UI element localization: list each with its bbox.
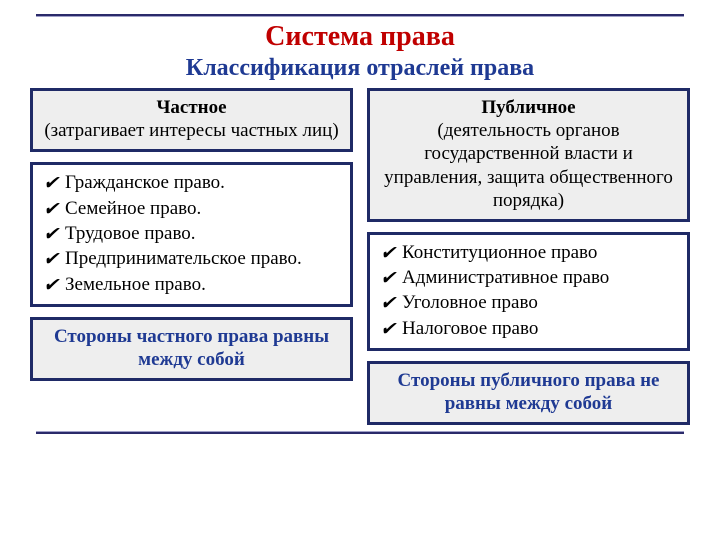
left-header-bold: Частное <box>156 97 226 118</box>
slide: Система права Классификация отраслей пра… <box>0 0 720 540</box>
page-subtitle: Классификация отраслей права <box>30 55 690 82</box>
list-item: ✔ Семейное право. <box>43 197 342 222</box>
left-footer-box: Стороны частного права равны между собой <box>30 317 353 381</box>
list-item: ✔ Предпринимательское право. <box>43 247 342 272</box>
check-icon: ✔ <box>43 171 65 196</box>
list-item: ✔Конституционное право <box>380 241 679 266</box>
list-item: ✔ Трудовое право. <box>43 222 342 247</box>
right-footer-box: Стороны публичного права не равны между … <box>367 361 690 425</box>
check-icon: ✔ <box>380 241 402 266</box>
page-title: Система права <box>30 21 690 53</box>
check-icon: ✔ <box>380 317 402 342</box>
list-item-text: Уголовное право <box>402 291 679 315</box>
check-icon: ✔ <box>43 273 65 298</box>
check-icon: ✔ <box>380 291 402 316</box>
list-item-text: Земельное право. <box>65 273 342 297</box>
list-item-text: Административное право <box>402 266 679 290</box>
list-item: ✔Уголовное право <box>380 291 679 316</box>
list-item-text: Трудовое право. <box>65 222 342 246</box>
right-header-rest: (деятельность органов государственной вл… <box>384 120 673 211</box>
list-item-text: Семейное право. <box>65 197 342 221</box>
check-icon: ✔ <box>43 197 65 222</box>
rule-bottom <box>36 431 684 434</box>
list-item-text: Налоговое право <box>402 317 679 341</box>
check-icon: ✔ <box>380 266 402 291</box>
right-header-bold: Публичное <box>481 97 575 118</box>
left-header-box: Частное (затрагивает интересы частных ли… <box>30 88 353 152</box>
column-left: Частное (затрагивает интересы частных ли… <box>30 88 353 425</box>
list-item-text: Гражданское право. <box>65 171 342 195</box>
list-item-text: Предпринимательское право. <box>65 247 342 271</box>
left-list-box: ✔ Гражданское право.✔ Семейное право.✔ Т… <box>30 162 353 307</box>
right-header-box: Публичное (деятельность органов государс… <box>367 88 690 222</box>
columns: Частное (затрагивает интересы частных ли… <box>30 88 690 425</box>
list-item: ✔ Гражданское право. <box>43 171 342 196</box>
list-item: ✔Налоговое право <box>380 317 679 342</box>
check-icon: ✔ <box>43 222 65 247</box>
left-header-rest: (затрагивает интересы частных лиц) <box>44 120 338 141</box>
right-list-box: ✔Конституционное право✔Административное … <box>367 232 690 351</box>
list-item-text: Конституционное право <box>402 241 679 265</box>
column-right: Публичное (деятельность органов государс… <box>367 88 690 425</box>
rule-top <box>36 14 684 17</box>
list-item: ✔Земельное право. <box>43 273 342 298</box>
check-icon: ✔ <box>43 247 65 272</box>
list-item: ✔Административное право <box>380 266 679 291</box>
